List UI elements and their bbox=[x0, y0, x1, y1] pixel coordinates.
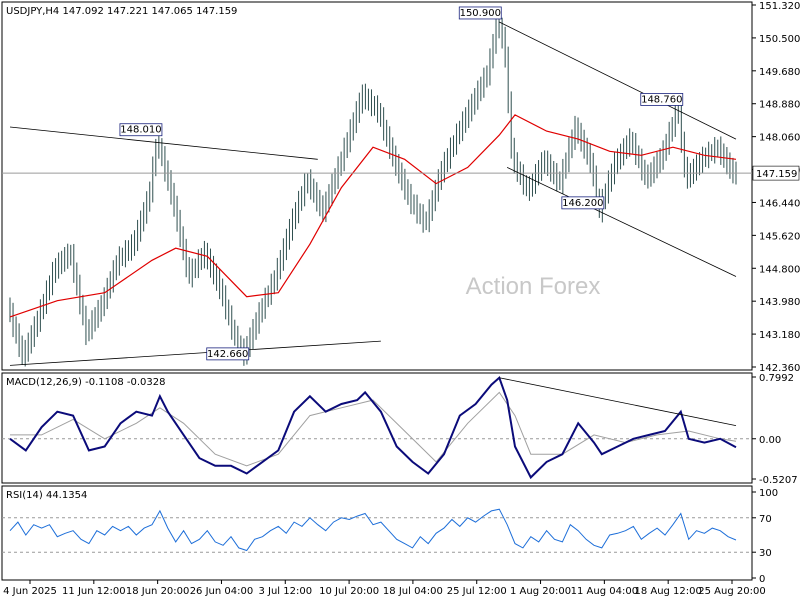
annotation-label: 148.760 bbox=[641, 94, 682, 105]
annotation-label: 146.200 bbox=[562, 198, 603, 209]
rsi-tick-label: 0 bbox=[759, 574, 765, 585]
macd-trendline bbox=[499, 377, 737, 427]
trendline bbox=[9, 126, 318, 160]
macd-main-line bbox=[9, 375, 737, 480]
macd-label: MACD(12,26,9) -0.1108 -0.0328 bbox=[6, 377, 166, 388]
rsi-line bbox=[9, 508, 737, 552]
annotation-box bbox=[119, 123, 163, 137]
symbol-header: USDJPY,H4 147.092 147.221 147.065 147.15… bbox=[6, 6, 237, 17]
price-tick-label: 144.800 bbox=[759, 264, 800, 275]
x-tick-label: 26 Jun 04:00 bbox=[190, 586, 254, 597]
x-tick-label: 3 Jul 12:00 bbox=[258, 586, 312, 597]
x-tick-label: 18 Jul 04:00 bbox=[383, 586, 443, 597]
macd-tick-label: 0.7992 bbox=[759, 373, 794, 384]
annotation-label: 142.660 bbox=[207, 349, 248, 360]
annotation-label: 150.900 bbox=[460, 8, 501, 19]
price-tick-label: 148.880 bbox=[759, 100, 800, 111]
trendline bbox=[506, 167, 737, 277]
price-tick-label: 143.180 bbox=[759, 330, 800, 341]
macd-tick-label: 0.00 bbox=[759, 435, 781, 446]
x-tick-label: 4 Jun 2025 bbox=[3, 586, 57, 597]
last-price-box bbox=[752, 165, 800, 181]
macd-tick-label: -0.5207 bbox=[759, 475, 798, 486]
x-tick-label: 11 Aug 04:00 bbox=[571, 586, 638, 597]
x-tick-label: 10 Jul 20:00 bbox=[319, 586, 379, 597]
price-tick-label: 148.060 bbox=[759, 133, 800, 144]
annotation-box bbox=[458, 6, 502, 20]
trendline bbox=[499, 21, 737, 140]
annotation-box bbox=[640, 93, 684, 106]
price-tick-label: 151.320 bbox=[759, 1, 800, 12]
rsi-tick-label: 100 bbox=[759, 488, 778, 499]
annotation-box bbox=[561, 196, 605, 210]
rsi-tick-label: 70 bbox=[759, 514, 772, 525]
moving-average-line bbox=[9, 114, 737, 318]
price-tick-label: 146.440 bbox=[759, 198, 800, 209]
price-tick-label: 143.980 bbox=[759, 297, 800, 308]
price-tick-label: 149.680 bbox=[759, 67, 800, 78]
trendline bbox=[9, 340, 381, 366]
x-tick-label: 18 Jun 20:00 bbox=[126, 586, 190, 597]
last-price-label: 147.159 bbox=[756, 169, 797, 180]
x-tick-label: 11 Jun 12:00 bbox=[62, 586, 126, 597]
rsi-tick-label: 30 bbox=[759, 548, 772, 559]
annotation-box bbox=[206, 347, 250, 361]
price-tick-label: 145.620 bbox=[759, 231, 800, 242]
price-tick-label: 142.360 bbox=[759, 363, 800, 374]
price-tick-label: 150.500 bbox=[759, 34, 800, 45]
x-tick-label: 25 Aug 20:00 bbox=[698, 586, 765, 597]
watermark: Action Forex bbox=[466, 273, 601, 300]
rsi-panel-frame bbox=[1, 485, 753, 581]
price-panel-frame bbox=[1, 1, 753, 371]
x-tick-label: 18 Aug 12:00 bbox=[634, 586, 701, 597]
rsi-label: RSI(14) 44.1354 bbox=[6, 490, 87, 501]
macd-signal-line bbox=[10, 391, 737, 467]
annotation-label: 148.010 bbox=[120, 125, 161, 136]
macd-panel-frame bbox=[1, 372, 753, 484]
x-tick-label: 1 Aug 20:00 bbox=[510, 586, 571, 597]
x-tick-label: 25 Jul 12:00 bbox=[447, 586, 507, 597]
